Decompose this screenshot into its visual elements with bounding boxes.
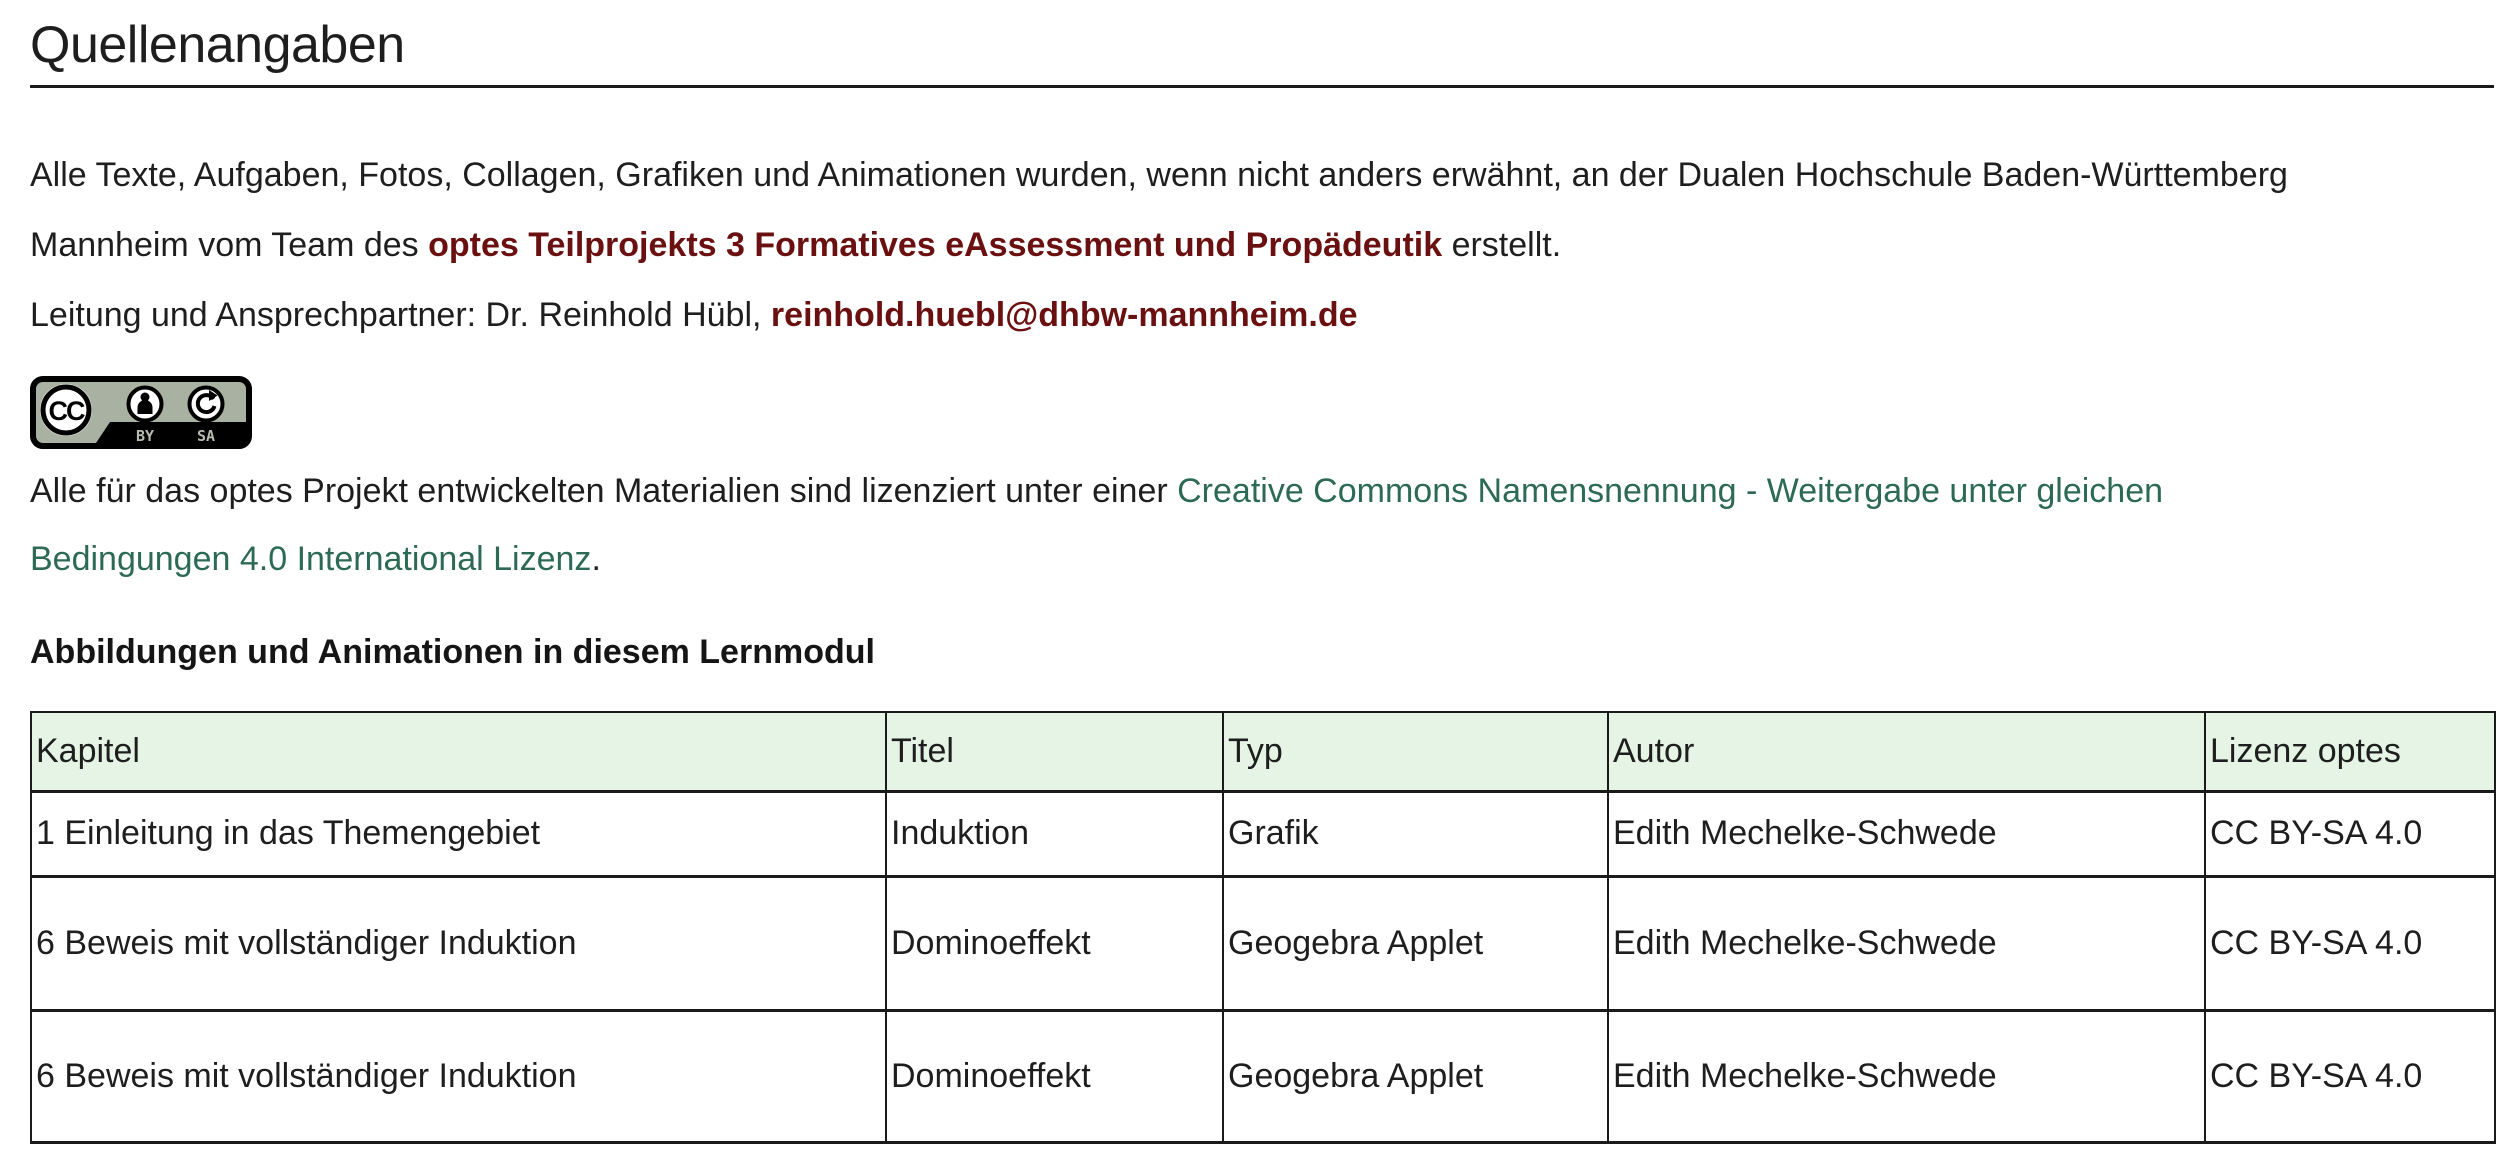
table-header-cell: Lizenz optes: [2204, 711, 2496, 793]
intro-paragraph: Alle Texte, Aufgaben, Fotos, Collagen, G…: [30, 140, 2494, 350]
text-line: Bedingungen 4.0 International Lizenz.: [30, 525, 2494, 593]
table-cell: 6 Beweis mit vollständiger Induktion: [30, 1009, 887, 1144]
table-row: 6 Beweis mit vollständiger Induktion Domi…: [30, 1009, 2496, 1144]
body-text: Mannheim vom Team des: [30, 226, 429, 264]
table-cell: Edith Mechelke-Schwede: [1607, 790, 2206, 878]
license-link[interactable]: Bedingungen 4.0 International Lizenz: [30, 540, 592, 578]
table-cell: Edith Mechelke-Schwede: [1607, 875, 2206, 1012]
text-line: Alle für das optes Projekt entwickelten …: [30, 457, 2494, 525]
table-row: 6 Beweis mit vollständiger Induktion Domi…: [30, 875, 2496, 1012]
table-cell: Geogebra Applet: [1222, 875, 1609, 1012]
body-text: Alle Texte, Aufgaben, Fotos, Collagen, G…: [30, 156, 2288, 194]
license-link[interactable]: Creative Commons Namensnennung - Weiterg…: [1177, 472, 2164, 510]
body-text: erstellt.: [1442, 226, 1562, 264]
table-header-cell: Autor: [1607, 711, 2206, 793]
body-text: .: [591, 540, 601, 578]
cc-icon: CC: [40, 384, 92, 436]
badge-label-band: [94, 422, 249, 446]
table-header-row: Kapitel Titel Typ Autor Lizenz optes: [30, 711, 2496, 793]
table-cell: Dominoeffekt: [885, 1009, 1224, 1144]
section-heading: Abbildungen und Animationen in diesem Le…: [30, 633, 875, 671]
share-alike-icon: [187, 385, 225, 423]
table-cell: 1 Einleitung in das Themengebiet: [30, 790, 887, 878]
table-cell: Grafik: [1222, 790, 1609, 878]
svg-text:CC: CC: [49, 396, 85, 426]
attribution-table: Kapitel Titel Typ Autor Lizenz optes 1 Einle…: [30, 711, 2496, 1144]
table-header-cell: Kapitel: [30, 711, 887, 793]
table-cell: Edith Mechelke-Schwede: [1607, 1009, 2206, 1144]
table-cell: 6 Beweis mit vollständiger Induktion: [30, 875, 887, 1012]
email-link[interactable]: reinhold.huebl@dhbw-mannheim.de: [770, 296, 1358, 334]
table-cell: Induktion: [885, 790, 1224, 878]
page-title: Quellenangaben: [30, 14, 2494, 88]
text-line: Mannheim vom Team des optes Teilprojekts…: [30, 210, 2494, 280]
badge-by-label: BY: [136, 427, 154, 445]
table-header-cell: Titel: [885, 711, 1224, 793]
project-name-emphasis: optes Teilprojekts 3 Formatives eAssessm…: [428, 226, 1443, 264]
license-badge-wrap: CC BY SA: [30, 376, 2494, 449]
table-body: 1 Einleitung in das Themengebiet Induktio…: [30, 790, 2496, 1144]
table-cell: CC BY-SA 4.0: [2204, 875, 2496, 1012]
table-cell: CC BY-SA 4.0: [2204, 1009, 2496, 1144]
content-page: Quellenangaben Alle Texte, Aufgaben, Fot…: [0, 14, 2511, 1144]
table-row: 1 Einleitung in das Themengebiet Induktio…: [30, 790, 2496, 878]
body-text: Alle für das optes Projekt entwickelten …: [30, 472, 1178, 510]
license-paragraph: Alle für das optes Projekt entwickelten …: [30, 457, 2494, 593]
badge-sa-label: SA: [197, 427, 215, 445]
text-line: Leitung und Ansprechpartner: Dr. Reinhol…: [30, 280, 2494, 350]
table-cell: CC BY-SA 4.0: [2204, 790, 2496, 878]
text-line: Alle Texte, Aufgaben, Fotos, Collagen, G…: [30, 140, 2494, 210]
cc-by-sa-badge[interactable]: CC BY SA: [30, 376, 252, 449]
body-text: Leitung und Ansprechpartner: Dr. Reinhol…: [30, 296, 771, 334]
table-cell: Geogebra Applet: [1222, 1009, 1609, 1144]
table-cell: Dominoeffekt: [885, 875, 1224, 1012]
attribution-person-icon: [126, 385, 164, 423]
table-header-cell: Typ: [1222, 711, 1609, 793]
